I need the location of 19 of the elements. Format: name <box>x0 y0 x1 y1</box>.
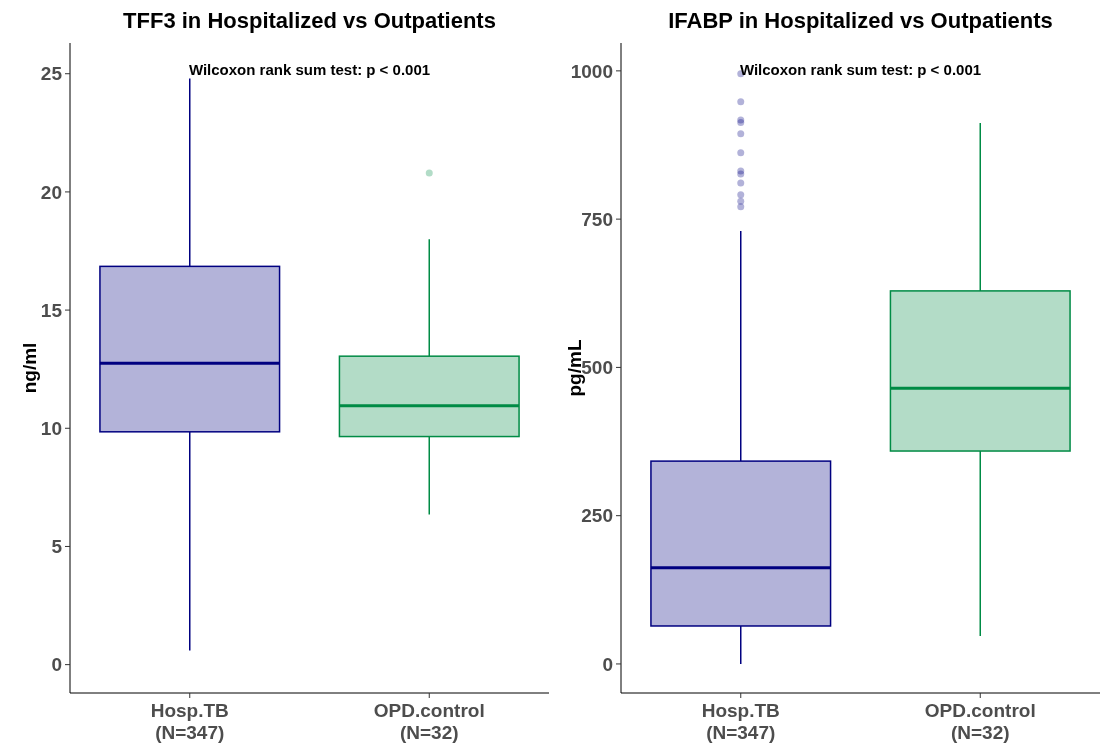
y-tick-label: 0 <box>602 653 613 675</box>
chart-title: TFF3 in Hospitalized vs Outpatients <box>123 8 496 33</box>
annotation: Wilcoxon rank sum test: p < 0.001 <box>188 61 431 78</box>
y-tick-label: 25 <box>40 63 63 85</box>
x-tick-label: Hosp.TB (N=347) <box>701 700 780 743</box>
chart-title: IFABP in Hospitalized vs Outpatients <box>668 8 1053 33</box>
x-tick-label: Hosp.TB (N=347) <box>150 700 229 743</box>
y-tick-label: 20 <box>40 181 62 203</box>
x-tick-label: OPD.control (N=32) <box>373 700 485 743</box>
y-tick-label: 250 <box>581 505 613 527</box>
y-axis-title: ng/ml <box>19 342 40 394</box>
y-tick-label: 750 <box>581 208 613 230</box>
y-tick-label: 15 <box>40 299 63 321</box>
y-tick-label: 1000 <box>570 60 613 82</box>
x-tick-label: OPD.control (N=32) <box>924 700 1036 743</box>
y-tick-label: 10 <box>40 417 62 439</box>
y-tick-label: 0 <box>51 654 62 676</box>
annotation: Wilcoxon rank sum test: p < 0.001 <box>739 61 982 78</box>
y-tick-label: 5 <box>51 536 63 558</box>
